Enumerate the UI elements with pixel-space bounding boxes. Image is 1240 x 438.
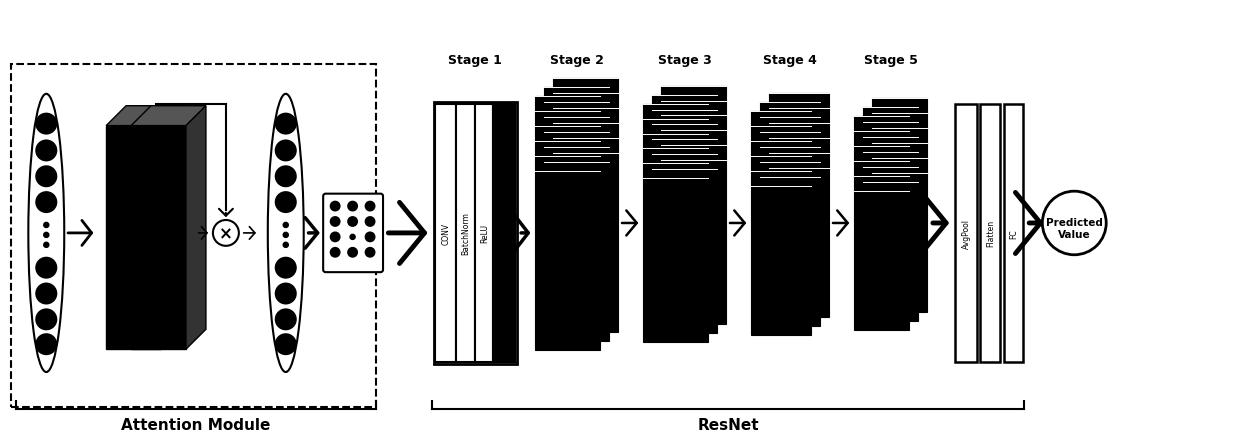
Circle shape — [331, 233, 340, 242]
Text: BatchNorm: BatchNorm — [461, 212, 470, 255]
Bar — [494, 105, 516, 362]
Polygon shape — [107, 126, 161, 350]
Polygon shape — [107, 106, 181, 126]
Polygon shape — [661, 86, 727, 325]
Polygon shape — [751, 112, 811, 335]
Text: AvgPool: AvgPool — [961, 219, 971, 248]
Text: Flatten: Flatten — [986, 220, 994, 247]
Circle shape — [36, 258, 56, 278]
Text: ResNet: ResNet — [698, 417, 759, 432]
Polygon shape — [760, 103, 820, 326]
Circle shape — [213, 220, 239, 246]
Circle shape — [331, 218, 340, 226]
Circle shape — [366, 248, 374, 257]
Bar — [1004, 105, 1023, 362]
Circle shape — [36, 167, 56, 187]
Circle shape — [1043, 192, 1106, 255]
Text: Stage 2: Stage 2 — [549, 53, 604, 67]
Circle shape — [284, 223, 288, 228]
Circle shape — [275, 335, 295, 354]
Circle shape — [348, 218, 357, 226]
Text: Attention Module: Attention Module — [122, 417, 270, 432]
Circle shape — [366, 233, 374, 242]
Circle shape — [348, 248, 357, 257]
Text: ×: × — [219, 224, 233, 242]
Polygon shape — [131, 106, 206, 126]
Circle shape — [366, 202, 374, 211]
Bar — [456, 105, 475, 362]
Circle shape — [275, 141, 295, 161]
Circle shape — [284, 233, 288, 237]
Text: Stage 3: Stage 3 — [657, 53, 712, 67]
Bar — [11, 65, 376, 407]
Circle shape — [275, 114, 295, 134]
FancyBboxPatch shape — [324, 194, 383, 272]
Text: Stage 4: Stage 4 — [763, 53, 817, 67]
Circle shape — [366, 218, 374, 226]
Text: FC: FC — [1009, 229, 1018, 238]
Text: CONV: CONV — [441, 223, 450, 244]
Polygon shape — [854, 117, 909, 330]
Circle shape — [36, 284, 56, 304]
Circle shape — [36, 141, 56, 161]
Bar — [981, 105, 1001, 362]
Polygon shape — [769, 94, 830, 317]
Polygon shape — [863, 108, 918, 321]
Text: Predicted
Value: Predicted Value — [1045, 218, 1102, 239]
Polygon shape — [186, 106, 206, 350]
Circle shape — [275, 193, 295, 212]
Circle shape — [331, 202, 340, 211]
Circle shape — [36, 114, 56, 134]
Bar — [475, 105, 494, 362]
Text: ReLU: ReLU — [480, 224, 489, 243]
Text: Stage 1: Stage 1 — [449, 53, 502, 67]
Circle shape — [275, 284, 295, 304]
Bar — [435, 105, 456, 362]
Ellipse shape — [268, 95, 304, 372]
Circle shape — [45, 223, 48, 228]
Bar — [434, 102, 517, 364]
Circle shape — [36, 335, 56, 354]
Circle shape — [36, 310, 56, 329]
Ellipse shape — [29, 95, 64, 372]
Polygon shape — [644, 105, 708, 343]
Circle shape — [331, 248, 340, 257]
Polygon shape — [161, 106, 181, 350]
Polygon shape — [652, 95, 717, 333]
Polygon shape — [872, 99, 928, 312]
Polygon shape — [536, 97, 600, 350]
Circle shape — [351, 235, 355, 240]
Polygon shape — [544, 88, 609, 341]
Circle shape — [275, 167, 295, 187]
Text: Stage 5: Stage 5 — [863, 53, 918, 67]
Circle shape — [45, 243, 48, 247]
Circle shape — [348, 202, 357, 211]
Circle shape — [275, 310, 295, 329]
Bar — [955, 105, 977, 362]
Polygon shape — [131, 126, 186, 350]
Circle shape — [284, 243, 288, 247]
Circle shape — [45, 233, 48, 237]
Circle shape — [275, 258, 295, 278]
Circle shape — [36, 193, 56, 212]
Polygon shape — [553, 79, 619, 332]
